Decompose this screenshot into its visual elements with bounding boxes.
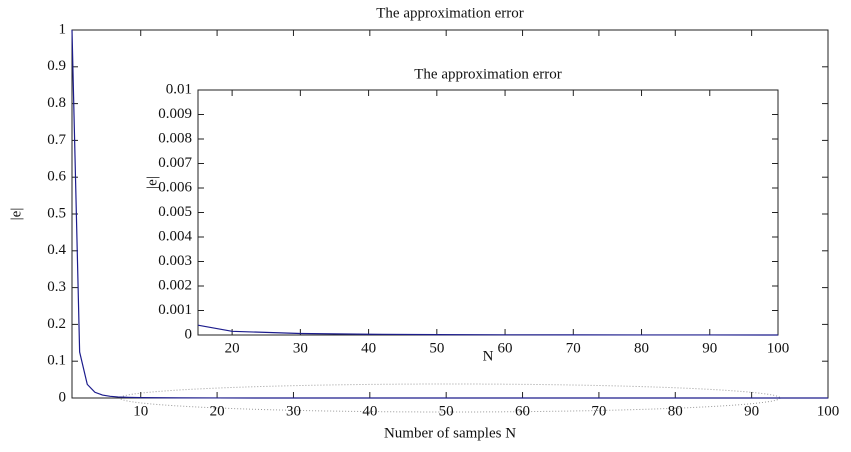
y-tick-label: 0.006 [158,179,192,195]
y-tick-label: 0 [185,326,193,342]
x-tick-label: 80 [668,403,683,419]
chart-title: The approximation error [376,5,523,21]
x-tick-label: 30 [293,340,308,356]
y-axis-label: |e| [8,208,24,221]
y-tick-label: 0.002 [158,277,192,293]
y-tick-label: 1 [59,21,67,37]
y-tick-label: 0.3 [47,279,66,295]
y-tick-label: 0.01 [166,81,192,97]
x-tick-label: 20 [225,340,240,356]
x-tick-label: 60 [515,403,530,419]
data-line [71,29,829,399]
x-tick-label: 70 [566,340,581,356]
x-tick-label: 100 [767,340,790,356]
y-tick-label: 0.9 [47,58,66,74]
x-axis-label: Number of samples N [384,425,516,441]
y-tick-label: 0.1 [47,353,66,369]
x-tick-label: 90 [702,340,717,356]
x-axis-label: N [483,348,494,364]
y-tick-label: 0.001 [158,302,192,318]
x-tick-label: 50 [439,403,454,419]
y-axis-label: |e| [144,176,160,189]
x-tick-label: 40 [362,403,377,419]
chart-title: The approximation error [414,66,561,82]
x-tick-label: 50 [429,340,444,356]
x-tick-label: 20 [210,403,225,419]
x-tick-label: 40 [361,340,376,356]
y-tick-label: 0.008 [158,130,192,146]
x-tick-label: 30 [286,403,301,419]
x-tick-label: 70 [591,403,606,419]
y-tick-label: 0.2 [47,316,66,332]
y-tick-label: 0.003 [158,253,192,269]
data-line [197,324,779,336]
x-tick-label: 100 [817,403,840,419]
y-tick-label: 0.009 [158,106,192,122]
y-tick-label: 0.6 [47,169,66,185]
y-tick-label: 0.4 [47,242,66,258]
y-tick-label: 0.007 [158,155,192,171]
y-tick-label: 0.7 [47,132,66,148]
y-tick-label: 0.004 [158,228,192,244]
x-tick-label: 10 [133,403,148,419]
y-tick-label: 0 [59,389,67,405]
y-tick-label: 0.005 [158,204,192,220]
plot-area [197,89,779,336]
y-tick-label: 0.5 [47,205,66,221]
x-tick-label: 60 [498,340,513,356]
x-tick-label: 80 [634,340,649,356]
x-tick-label: 90 [744,403,759,419]
y-tick-label: 0.8 [47,95,66,111]
